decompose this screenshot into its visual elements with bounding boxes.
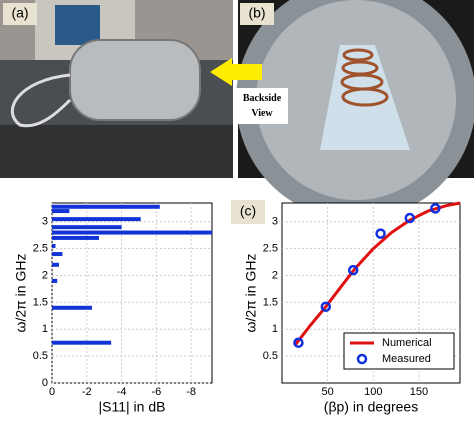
y-tick-label: 0 (42, 377, 48, 389)
marker (375, 228, 386, 239)
x-tick-label: -8 (186, 386, 196, 398)
bar (52, 340, 112, 345)
label-box (3, 3, 37, 25)
x-tick-label: 100 (364, 386, 382, 398)
y-tick-label: 1 (42, 323, 48, 335)
marker (320, 301, 332, 312)
bar (52, 225, 122, 230)
y-tick-label: 2.5 (263, 243, 278, 255)
y-tick-label: 0.5 (263, 350, 278, 362)
marker (430, 203, 441, 214)
x-tick-label: -6 (151, 386, 161, 398)
legend-marker (356, 353, 368, 365)
panel-label: (b) (248, 5, 265, 21)
y-tick-label: 3 (42, 216, 48, 228)
x-tick-label: -4 (117, 386, 127, 398)
bar (52, 278, 58, 283)
y-tick-label: 0.5 (33, 350, 48, 362)
photo-a (0, 0, 233, 178)
marker (347, 264, 359, 276)
marker (404, 212, 416, 224)
y-axis-label: ω/2π in GHz (243, 254, 259, 333)
x-tick-label: 50 (322, 386, 334, 398)
y-tick-label: 2.5 (33, 243, 48, 255)
bar (52, 262, 59, 267)
arrow-text: Backside View (242, 93, 282, 119)
arrow (210, 58, 262, 86)
bar (52, 217, 141, 222)
bar (52, 305, 92, 310)
label-box (240, 3, 274, 25)
y-tick-label: 1.5 (33, 296, 48, 308)
line (294, 201, 461, 346)
y-tick-label: 1.5 (263, 296, 278, 308)
y-tick-label: 2 (272, 269, 278, 281)
x-axis-label: (βp) in degrees (324, 399, 418, 415)
arrow-box (236, 88, 288, 124)
bar (52, 252, 63, 257)
bar (52, 235, 99, 240)
label-box (231, 200, 265, 224)
bar (52, 209, 70, 214)
x-tick-label: -2 (82, 386, 92, 398)
panel-label: (a) (11, 5, 28, 21)
bar (52, 243, 56, 248)
x-tick-label: 0 (49, 386, 55, 398)
panel-label: (c) (240, 203, 256, 219)
legend-label: Measured (382, 353, 431, 365)
marker (293, 337, 304, 348)
arrow-text-wrap: Backside View (242, 93, 282, 119)
x-tick-label: 150 (410, 386, 428, 398)
x-axis-label: |S11| in dB (99, 399, 166, 415)
bar (52, 204, 160, 209)
bar (52, 230, 212, 235)
y-tick-label: 2 (42, 269, 48, 281)
legend-label: Numerical (382, 337, 432, 349)
y-tick-label: 1 (272, 323, 278, 335)
y-axis-label: ω/2π in GHz (13, 254, 29, 333)
y-tick-label: 3 (272, 216, 278, 228)
